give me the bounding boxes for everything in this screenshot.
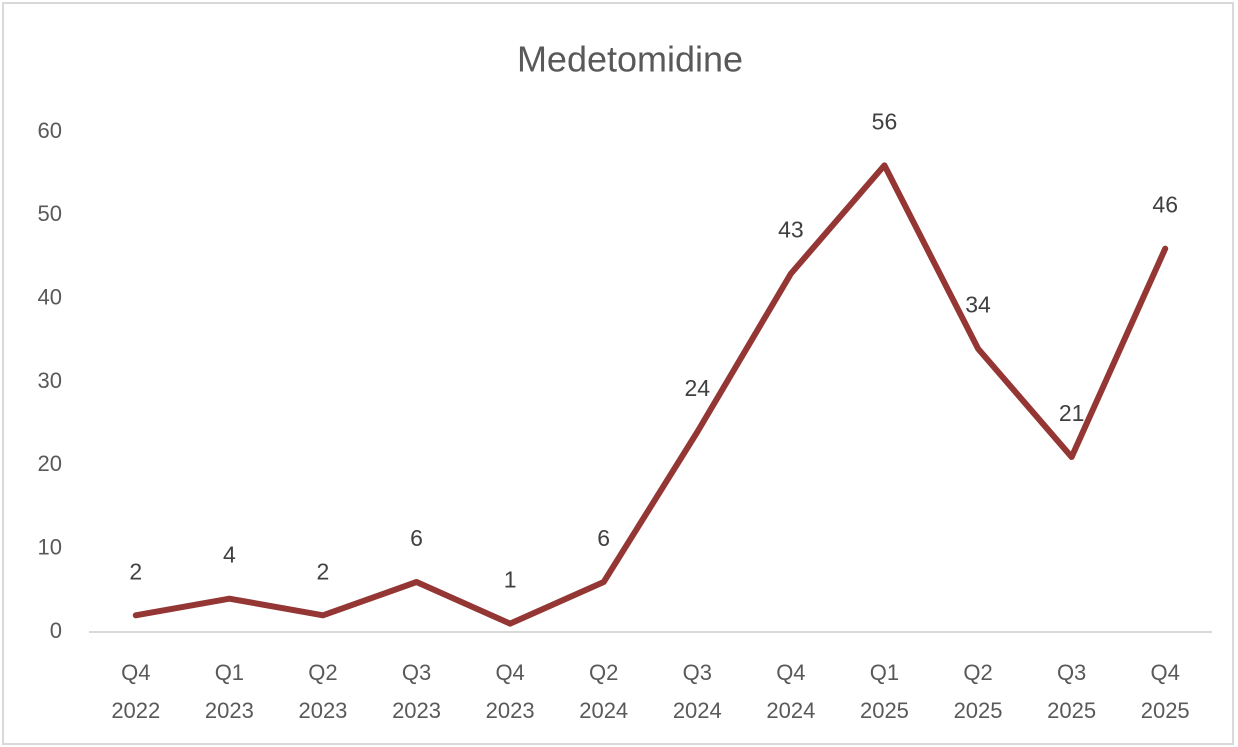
data-label: 6 <box>410 525 423 551</box>
x-tick-label: Q4 2023 <box>486 660 535 723</box>
x-tick-label: Q2 2024 <box>579 660 628 723</box>
x-tick-label: Q3 2025 <box>1047 660 1096 723</box>
data-label: 4 <box>223 542 236 568</box>
x-tick-label: Q3 2023 <box>392 660 441 723</box>
x-tick-label: Q1 2025 <box>860 660 909 723</box>
y-tick-label: 20 <box>38 451 62 476</box>
data-label: 56 <box>872 108 898 134</box>
data-label: 24 <box>684 375 710 401</box>
data-label: 1 <box>504 567 517 593</box>
line <box>132 162 1169 627</box>
x-tick-label: Q4 2022 <box>111 660 160 723</box>
data-label: 43 <box>778 217 804 243</box>
y-tick-label: 60 <box>38 118 62 143</box>
y-tick-label: 40 <box>38 284 62 309</box>
y-tick-label: 50 <box>38 201 62 226</box>
data-label: 2 <box>317 558 330 584</box>
x-tick-label: Q3 2024 <box>673 660 722 723</box>
data-label: 21 <box>1059 400 1085 426</box>
x-tick-label: Q1 2023 <box>205 660 254 723</box>
x-tick-label: Q4 2024 <box>766 660 815 723</box>
data-label: 2 <box>129 558 142 584</box>
data-label: 46 <box>1152 192 1178 218</box>
y-tick-label: 0 <box>50 618 62 643</box>
y-tick-label: 30 <box>38 368 62 393</box>
chart-title: Medetomidine <box>517 39 743 80</box>
x-tick-label: Q2 2025 <box>954 660 1003 723</box>
data-label: 6 <box>597 525 610 551</box>
x-tick-label: Q4 2025 <box>1141 660 1190 723</box>
data-label: 34 <box>965 292 991 318</box>
x-tick-label: Q2 2023 <box>298 660 347 723</box>
y-tick-label: 10 <box>38 534 62 559</box>
